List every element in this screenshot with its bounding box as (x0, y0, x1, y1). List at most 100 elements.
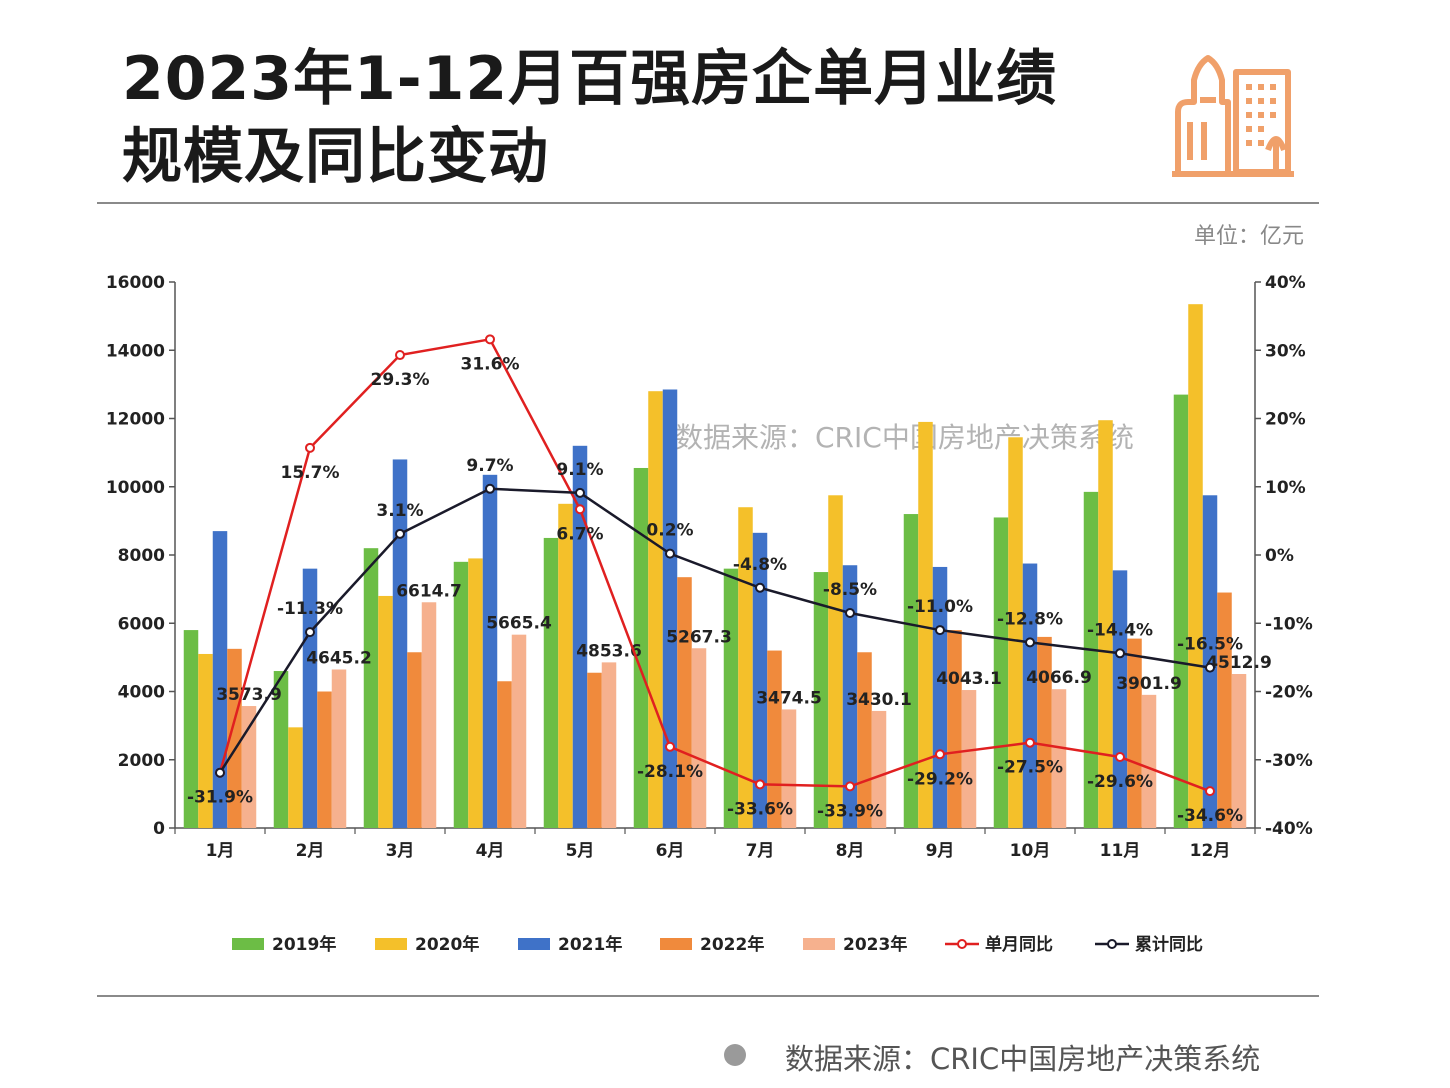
line-value-label: 0.2% (646, 521, 693, 541)
bar-2022-5 (587, 672, 602, 828)
footer-divider (97, 995, 1319, 997)
legend-label: 2021年 (558, 934, 622, 955)
bar-2019-2 (273, 671, 289, 828)
x-tick-label: 5月 (566, 841, 595, 861)
y-tick-label-right: 0% (1265, 546, 1294, 566)
bar-2023-8 (871, 710, 887, 828)
bar-2022-12 (1217, 592, 1232, 828)
bar-2021-1 (212, 531, 228, 828)
line-value-label: -12.8% (997, 609, 1063, 629)
source-label: 数据来源：CRIC中国房地产决策系统 (785, 1042, 1261, 1076)
line-value-label: -33.6% (727, 799, 793, 819)
bar-2019-5 (543, 537, 559, 828)
line-monthly (218, 337, 1211, 793)
bar-2022-11 (1127, 638, 1142, 828)
line-value-label: -34.6% (1177, 806, 1243, 826)
bar-2021-5 (572, 445, 588, 828)
line-point-cumulative (1115, 648, 1125, 659)
y-tick-label-right: 10% (1265, 478, 1306, 498)
legend-marker-2 (1107, 939, 1117, 949)
bar-2022-4 (497, 681, 512, 828)
line-point-cumulative (395, 528, 405, 539)
unit-label: 单位：亿元 (1193, 224, 1304, 249)
y-tick-label-right: -40% (1265, 819, 1313, 839)
bullet-dot (724, 1044, 746, 1066)
bar-2023-6 (691, 648, 707, 828)
legend-label: 2022年 (700, 934, 764, 955)
bar-2021-7 (752, 532, 768, 828)
bar-2020-8 (828, 495, 843, 828)
bar-value-label: 3474.5 (756, 688, 822, 708)
x-tick-label: 3月 (386, 841, 415, 861)
line-point-cumulative (1025, 637, 1035, 648)
y-tick-label-left: 6000 (118, 614, 165, 634)
bar-2023-11 (1141, 694, 1157, 828)
bar-2020-2 (288, 727, 303, 828)
y-tick-label-right: 20% (1265, 410, 1306, 430)
bar-2022-10 (1037, 636, 1052, 828)
bar-2021-12 (1202, 495, 1218, 828)
x-tick-label: 1月 (206, 841, 235, 861)
bar-2022-6 (677, 577, 692, 828)
bar-value-label: 4043.1 (936, 669, 1002, 689)
line-value-label: -27.5% (997, 758, 1063, 778)
legend-swatch-4 (660, 938, 692, 950)
bar-2021-10 (1022, 563, 1038, 828)
y-tick-label-right: 40% (1265, 273, 1306, 293)
line-point-cumulative (665, 548, 675, 559)
bar-value-label: 6614.7 (396, 581, 462, 601)
line-point-monthly (395, 350, 405, 361)
bar-2023-7 (781, 709, 797, 828)
bar-value-label: 4066.9 (1026, 668, 1092, 688)
bar-2020-7 (738, 507, 753, 828)
bar-2023-12 (1231, 673, 1247, 828)
x-tick-label: 10月 (1010, 841, 1051, 861)
bar-2022-2 (317, 691, 332, 828)
line-value-label: -4.8% (733, 555, 787, 575)
y-tick-label-left: 14000 (106, 341, 165, 361)
bar-2023-9 (961, 690, 977, 828)
bar-2019-9 (903, 514, 919, 828)
bar-2022-3 (407, 652, 422, 828)
y-tick-label-right: -20% (1265, 683, 1313, 703)
header-divider (97, 202, 1319, 204)
line-point-monthly (1025, 737, 1035, 748)
bar-2020-12 (1188, 304, 1203, 828)
x-tick-label: 2月 (296, 841, 325, 861)
line-value-label: 9.1% (556, 460, 603, 480)
line-value-label: -33.9% (817, 801, 883, 821)
bar-2019-7 (723, 568, 739, 828)
line-point-cumulative (755, 582, 765, 593)
line-point-cumulative (485, 483, 495, 494)
bar-2020-3 (378, 595, 393, 828)
bar-2021-6 (662, 389, 678, 828)
line-value-label: -31.9% (187, 788, 253, 808)
line-cumulative (218, 487, 1211, 774)
line-value-label: -16.5% (1177, 635, 1243, 655)
line-point-monthly (485, 334, 495, 345)
line-point-monthly (575, 504, 585, 515)
bar-2023-5 (601, 662, 617, 828)
bar-value-label: 3901.9 (1116, 674, 1182, 694)
y-tick-label-left: 4000 (118, 683, 165, 703)
line-value-label: -8.5% (823, 580, 877, 600)
line-value-label: 31.6% (461, 354, 520, 374)
y-tick-label-left: 10000 (106, 478, 165, 498)
bar-2023-1 (241, 706, 257, 828)
line-value-label: 29.3% (371, 370, 430, 390)
bar-2022-1 (227, 648, 242, 828)
bar-value-label: 5665.4 (486, 614, 552, 634)
bar-2023-10 (1051, 689, 1067, 828)
x-tick-label: 12月 (1190, 841, 1231, 861)
bar-2019-3 (363, 548, 379, 828)
bar-2020-9 (918, 421, 933, 828)
bar-line-chart: 数据来源：CRIC中国房地产决策系统 0 2000 4000 6000 8000 10000… (106, 273, 1313, 955)
line-point-cumulative (215, 767, 225, 778)
page-title: 2023年1-12月百强房企单月业绩 规模及同比变动 (122, 40, 1057, 196)
y-tick-label-right: -30% (1265, 751, 1313, 771)
bar-2023-3 (421, 602, 437, 828)
bar-value-label: 4645.2 (306, 648, 372, 668)
line-point-monthly (935, 749, 945, 760)
line-point-monthly (845, 781, 855, 792)
legend-swatch-5 (803, 938, 835, 950)
